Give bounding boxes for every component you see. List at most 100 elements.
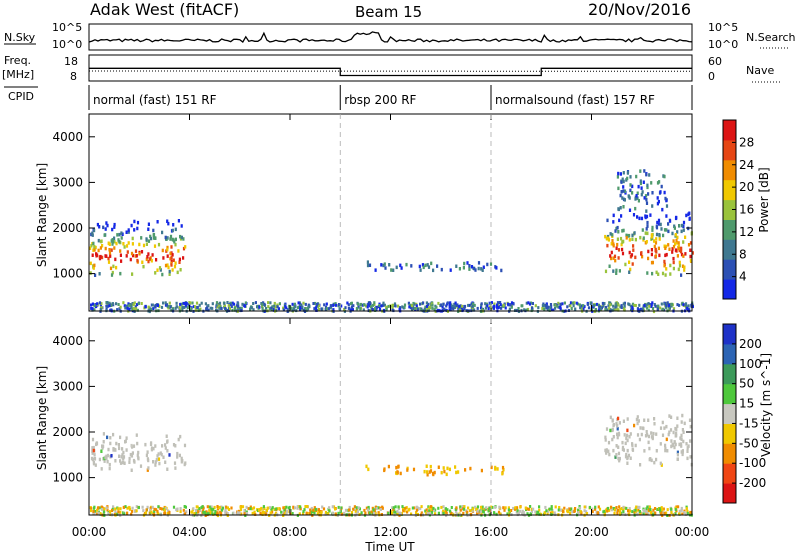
scatter-cell	[111, 302, 114, 306]
scatter-cell	[557, 301, 560, 305]
scatter-cell	[665, 304, 668, 308]
scatter-cell	[252, 308, 255, 312]
scatter-cell	[647, 302, 650, 305]
scatter-cell	[578, 505, 581, 508]
scatter-cell	[157, 452, 160, 456]
scatter-cell	[124, 505, 127, 509]
scatter-cell	[140, 250, 144, 254]
scatter-cell	[464, 468, 467, 472]
scatter-cell	[645, 510, 648, 514]
scatter-cell	[331, 505, 334, 509]
scatter-cell	[132, 458, 136, 463]
scatter-cell	[636, 433, 640, 437]
scatter-cell	[197, 510, 200, 514]
scatter-cell	[473, 303, 476, 307]
scatter-cell	[274, 305, 277, 309]
scatter-cell	[285, 511, 288, 515]
scatter-cell	[494, 505, 497, 509]
scatter-cell	[100, 505, 103, 509]
scatter-cell	[655, 449, 658, 453]
scatter-cell	[144, 511, 148, 515]
scatter-cell	[671, 250, 674, 254]
scatter-cell	[126, 250, 129, 254]
scatter-cell	[608, 508, 611, 512]
scatter-cell	[107, 241, 110, 245]
scatter-cell	[476, 306, 479, 310]
scatter-cell	[487, 307, 490, 311]
scatter-cell	[136, 441, 139, 446]
scatter-cell	[162, 301, 165, 305]
scatter-cell	[372, 508, 375, 512]
nsearch-tick-bottom: 10^0	[708, 38, 738, 51]
scatter-cell	[115, 302, 118, 306]
scatter-cell	[93, 512, 96, 516]
scatter-cell	[306, 505, 309, 508]
scatter-cell	[445, 509, 448, 513]
scatter-cell	[675, 238, 678, 243]
scatter-cell	[131, 509, 134, 513]
scatter-cell	[408, 507, 411, 511]
scatter-cell	[108, 466, 111, 471]
scatter-cell	[482, 265, 485, 269]
scatter-cell	[440, 470, 443, 475]
scatter-cell	[502, 467, 505, 472]
scatter-cell	[294, 305, 297, 309]
scatter-cell	[120, 236, 123, 240]
colorbar-frame	[722, 323, 737, 504]
scatter-cell	[109, 436, 112, 440]
station-title: Adak West (fitACF)	[90, 0, 239, 19]
scatter-cell	[309, 511, 313, 515]
scatter-cell	[109, 266, 113, 271]
scatter-cell	[223, 301, 226, 305]
scatter-cell	[568, 507, 571, 511]
scatter-cell	[678, 263, 682, 268]
scatter-cell	[374, 512, 377, 516]
scatter-cell	[487, 509, 490, 513]
scatter-cell	[650, 181, 653, 185]
scatter-cell	[339, 509, 342, 513]
y-tick-label: 1000	[52, 267, 83, 281]
scatter-cell	[97, 511, 100, 515]
scatter-cell	[657, 199, 660, 204]
scatter-cell	[392, 268, 395, 272]
velocity-x-ticks	[88, 318, 693, 515]
scatter-cell	[519, 505, 522, 509]
scatter-cell	[433, 470, 436, 475]
scatter-cell	[90, 509, 93, 513]
scatter-cell	[617, 171, 620, 176]
scatter-cell	[172, 443, 176, 447]
scatter-cell	[677, 246, 681, 251]
scatter-cell	[453, 302, 456, 306]
scatter-cell	[337, 505, 340, 509]
scatter-cell	[655, 432, 658, 436]
scatter-cell	[647, 440, 650, 445]
scatter-cell	[157, 242, 161, 247]
scatter-cell	[621, 247, 624, 252]
scatter-cell	[676, 424, 679, 428]
scatter-cell	[173, 240, 176, 244]
scatter-cell	[429, 464, 432, 469]
scatter-cell	[113, 246, 116, 250]
scatter-cell	[411, 506, 414, 510]
scatter-cell	[154, 460, 157, 464]
scatter-cell	[119, 249, 122, 253]
scatter-cell	[479, 510, 482, 514]
scatter-cell	[682, 228, 685, 232]
scatter-cell	[184, 505, 187, 509]
scatter-cell	[214, 512, 217, 516]
scatter-cell	[571, 510, 574, 514]
scatter-cell	[89, 261, 92, 266]
scatter-cell	[425, 304, 429, 308]
scatter-cell	[131, 242, 134, 246]
scatter-cell	[589, 302, 592, 306]
scatter-cell	[216, 512, 219, 516]
power-ylabel: Slant Range [km]	[35, 163, 49, 267]
scatter-cell	[163, 512, 166, 516]
scatter-cell	[350, 511, 354, 514]
freq-label: Freq.	[4, 54, 31, 67]
scatter-cell	[396, 470, 399, 474]
scatter-cell	[607, 304, 610, 308]
scatter-cell	[626, 417, 629, 421]
scatter-cell	[102, 432, 105, 436]
scatter-cell	[183, 505, 186, 508]
